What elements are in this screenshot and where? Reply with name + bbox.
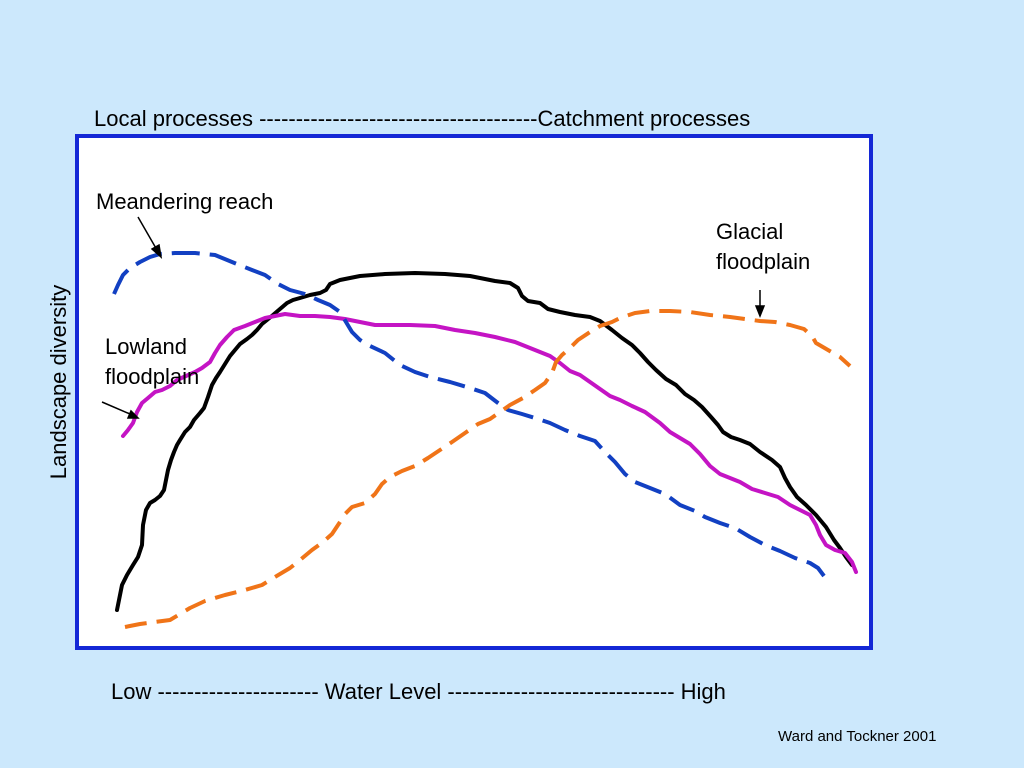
glacial-label-line2: floodplain — [716, 249, 810, 274]
lowland-arrow-icon — [101, 401, 140, 419]
glacial-label-line1: Glacial — [716, 219, 783, 244]
glacial-arrow-icon — [754, 290, 766, 319]
top-axis-label: Local processes ------------------------… — [94, 106, 751, 131]
meandering-reach-curve — [112, 251, 826, 578]
unlabeled-curve — [115, 271, 854, 612]
lowland-label-line1: Lowland — [105, 334, 187, 359]
meandering-reach-label: Meandering reach — [96, 189, 273, 214]
glacial-floodplain-curve — [124, 309, 852, 629]
bottom-axis-label: Low ---------------------- Water Level -… — [111, 679, 726, 704]
credit-label: Ward and Tockner 2001 — [778, 728, 937, 745]
meandering-arrow-icon — [137, 216, 163, 259]
lowland-floodplain-curve — [121, 312, 858, 574]
lowland-label-line2: floodplain — [105, 364, 199, 389]
